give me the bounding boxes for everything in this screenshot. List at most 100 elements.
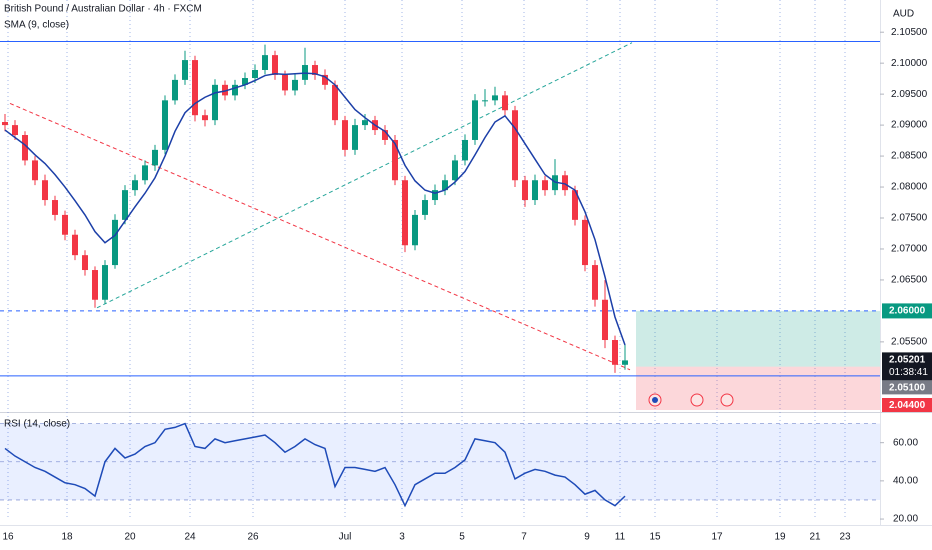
rsi-legend: RSI (14, close) [4, 419, 70, 430]
y-tick-label: 2.10500 [891, 27, 928, 38]
x-tick-label: 3 [399, 532, 405, 543]
x-tick-label: 11 [615, 532, 626, 543]
trend-line [96, 42, 633, 309]
candle-body [192, 60, 198, 116]
price-label-box [882, 398, 932, 412]
candle-body [452, 160, 458, 181]
candle-body [42, 180, 48, 201]
x-tick-label: 21 [809, 532, 821, 543]
candle-body [362, 120, 368, 126]
x-tick-label: Jul [339, 532, 352, 543]
x-tick-label: 16 [2, 532, 14, 543]
candle-body [492, 95, 498, 101]
candle-body [222, 84, 228, 96]
candle-body [572, 190, 578, 220]
y-tick-label: 2.08500 [891, 151, 928, 162]
candle-body [202, 115, 208, 121]
price-label-box [882, 380, 932, 395]
candle-body [532, 180, 538, 201]
candle-body [132, 180, 138, 191]
y-tick-label: 60.00 [893, 437, 918, 448]
candle-body [102, 265, 108, 300]
candle-body [22, 135, 28, 161]
candle-body [312, 65, 318, 75]
candle-body [382, 130, 388, 140]
candle-body [482, 100, 488, 102]
y-tick-label: 2.08000 [891, 182, 928, 193]
x-tick-label: 15 [649, 532, 661, 543]
candle-body [462, 139, 468, 161]
candle-body [392, 139, 398, 181]
candle-body [412, 214, 418, 246]
candle-body [422, 200, 428, 215]
candle-body [542, 180, 548, 191]
x-tick-label: 24 [184, 532, 196, 543]
chart-title: British Pound / Australian Dollar · 4h ·… [4, 4, 202, 15]
y-tick-label: 2.07000 [891, 244, 928, 255]
candle-body [522, 180, 528, 201]
candle-body [62, 214, 68, 235]
candle-body [272, 55, 278, 75]
x-tick-label: 18 [61, 532, 73, 543]
candle-body [352, 125, 358, 150]
sma-legend: SMA (9, close) [4, 20, 69, 31]
price-label: 2.05100 [889, 383, 926, 394]
candle-body [342, 120, 348, 150]
event-icon[interactable] [720, 393, 734, 407]
price-label-box [882, 303, 932, 319]
candle-body [72, 234, 78, 256]
sma-line [4, 72, 626, 346]
candle-body [432, 190, 438, 201]
candle-body [602, 299, 608, 341]
candle-body [152, 149, 158, 166]
candle-body [512, 110, 518, 181]
y-tick-label: 2.10000 [891, 58, 928, 69]
y-tick-label: 2.09000 [891, 120, 928, 131]
candle-body [502, 95, 508, 111]
y-tick-label: 2.05500 [891, 337, 928, 348]
candle-body [92, 270, 98, 300]
price-label-box [882, 352, 932, 381]
candle-body [32, 160, 38, 181]
loss-zone [636, 366, 880, 410]
candle-body [472, 100, 478, 140]
candle-body [242, 78, 248, 85]
x-tick-label: 17 [711, 532, 723, 543]
y-tick-label: 40.00 [893, 476, 918, 487]
candle-body [262, 55, 268, 70]
event-icons [648, 393, 734, 407]
candle-body [402, 180, 408, 246]
rsi-line [4, 422, 626, 508]
candle-body [112, 219, 118, 266]
candle-body [162, 100, 168, 150]
candle-body [52, 200, 58, 215]
x-tick-label: 19 [774, 532, 786, 543]
candle-body [122, 190, 128, 220]
y-tick-label: 2.09500 [891, 89, 928, 100]
candle-body [182, 60, 188, 80]
candle-body [292, 79, 298, 91]
candle-body [232, 84, 238, 96]
event-icon[interactable] [690, 393, 704, 407]
profit-zone [636, 310, 880, 367]
y-tick-label: 2.07500 [891, 213, 928, 224]
x-tick-label: 7 [521, 532, 527, 543]
candle-body [612, 340, 618, 365]
candle-body [322, 74, 328, 85]
candle-body [12, 125, 18, 136]
y-tick-label: 2.06500 [891, 275, 928, 286]
trend-line [9, 102, 631, 371]
candle-body [252, 69, 258, 79]
candle-body [282, 74, 288, 91]
candle-body [442, 180, 448, 191]
countdown-label: 01:38:41 [889, 367, 928, 378]
candle-body [2, 122, 8, 126]
candle-body [562, 175, 568, 191]
candle-body [582, 219, 588, 266]
candle-body [332, 84, 338, 121]
candle-body [212, 84, 218, 121]
x-tick-label: 9 [584, 532, 590, 543]
event-flag [652, 397, 658, 403]
